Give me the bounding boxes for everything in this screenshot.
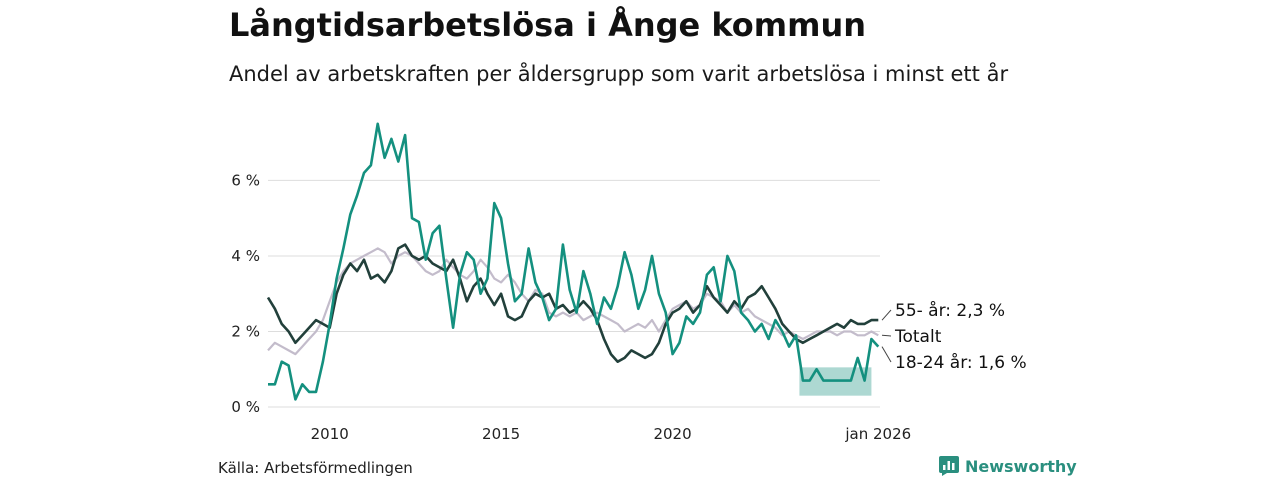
grid-lines [268,179,880,408]
series-line-total [267,247,879,356]
end-labels: 55- år: 2,3 % Totalt 18-24 år: 1,6 % [881,300,1027,373]
y-tick-label: 0 % [231,398,260,416]
bar-chart-icon [939,456,959,476]
end-label-older: 55- år: 2,3 % [895,300,1005,321]
x-tick-label: jan 2026 [844,425,911,443]
source-note: Källa: Arbetsförmedlingen [218,459,413,477]
end-label-leader-older [881,309,892,321]
y-tick-label: 4 % [231,247,260,265]
x-axis-ticks: 2010 2015 2020 jan 2026 [311,425,912,443]
y-tick-label: 2 % [231,322,260,340]
series-lines [266,122,880,401]
chart-subtitle: Andel av arbetskraften per åldersgrupp s… [229,62,1009,86]
x-tick-label: 2015 [482,425,520,443]
end-label-youth: 18-24 år: 1,6 % [895,352,1027,373]
x-tick-label: 2010 [311,425,349,443]
end-label-leader-youth [881,346,892,363]
series-line-youth [268,122,880,401]
end-label-total: Totalt [894,327,942,347]
brand-name: Newsworthy [965,456,1077,476]
brand-logo[interactable]: Newsworthy [939,456,1077,476]
x-tick-label: 2020 [653,425,691,443]
y-tick-label: 6 % [231,171,260,189]
y-axis-ticks: 0 % 2 % 4 % 6 % [231,171,260,416]
series-line-older [266,243,879,363]
end-label-leader-total [881,334,892,337]
chart-title: Långtidsarbetslösa i Ånge kommun [229,6,867,44]
